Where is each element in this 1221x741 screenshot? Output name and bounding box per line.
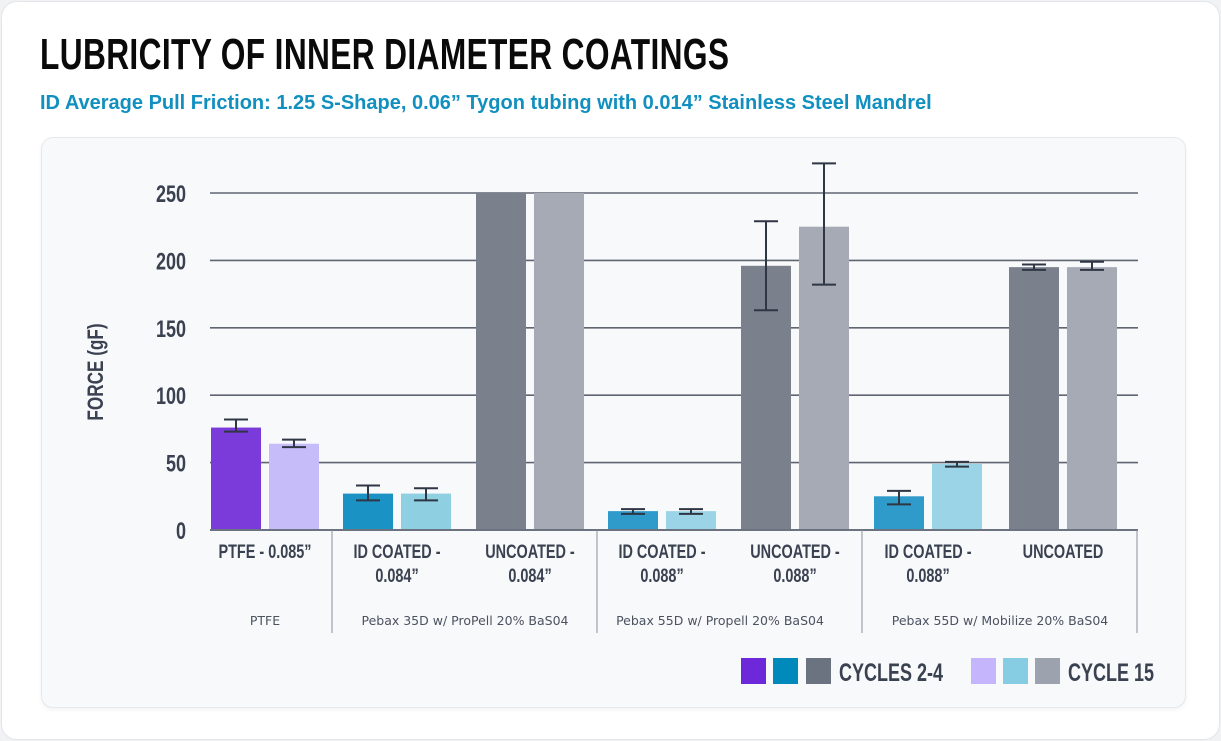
category-label: ID COATED -	[618, 541, 705, 562]
group-label: Pebax 35D w/ ProPell 20% BaS04	[361, 613, 568, 628]
chart-title: LUBRICITY OF INNER DIAMETER COATINGS	[40, 30, 730, 79]
legend-swatch	[741, 658, 766, 684]
legend-swatch	[1003, 658, 1028, 684]
bar	[666, 511, 716, 530]
category-label: ID COATED -	[353, 541, 440, 562]
bar	[1067, 267, 1117, 530]
category-label: 0.088”	[906, 565, 949, 586]
category-label: UNCOATED	[1023, 541, 1104, 562]
bar	[534, 193, 584, 530]
y-tick-label: 100	[156, 384, 186, 410]
bar	[269, 443, 319, 530]
chart-panel	[41, 137, 1186, 708]
bar	[476, 193, 526, 530]
legend-label: CYCLES 2-4	[839, 658, 943, 687]
category-label: UNCOATED -	[485, 541, 575, 562]
legend-swatch	[1035, 658, 1060, 684]
category-label: 0.084”	[375, 565, 418, 586]
category-label: PTFE - 0.085”	[218, 541, 311, 562]
chart-subtitle: ID Average Pull Friction: 1.25 S-Shape, …	[40, 92, 932, 114]
y-axis-label: FORCE (gF)	[84, 323, 109, 420]
legend-swatch	[806, 658, 831, 684]
y-tick-label: 50	[166, 451, 186, 477]
group-label: PTFE	[250, 613, 280, 628]
group-label: Pebax 55D w/ Propell 20% BaS04	[616, 613, 824, 628]
bar	[608, 511, 658, 530]
category-label: UNCOATED -	[750, 541, 840, 562]
bar	[1009, 267, 1059, 530]
bar	[932, 463, 982, 530]
y-tick-label: 250	[156, 182, 186, 208]
category-label: 0.088”	[773, 565, 816, 586]
legend-swatch	[773, 658, 798, 684]
legend-label: CYCLE 15	[1068, 658, 1154, 687]
category-label: 0.088”	[640, 565, 683, 586]
group-label: Pebax 55D w/ Mobilize 20% BaS04	[892, 613, 1109, 628]
y-tick-label: 150	[156, 316, 186, 342]
category-label: ID COATED -	[884, 541, 971, 562]
bar	[211, 427, 261, 530]
legend-swatch	[971, 658, 996, 684]
category-label: 0.084”	[508, 565, 551, 586]
y-tick-label: 200	[156, 249, 186, 275]
y-tick-label: 0	[176, 519, 186, 545]
